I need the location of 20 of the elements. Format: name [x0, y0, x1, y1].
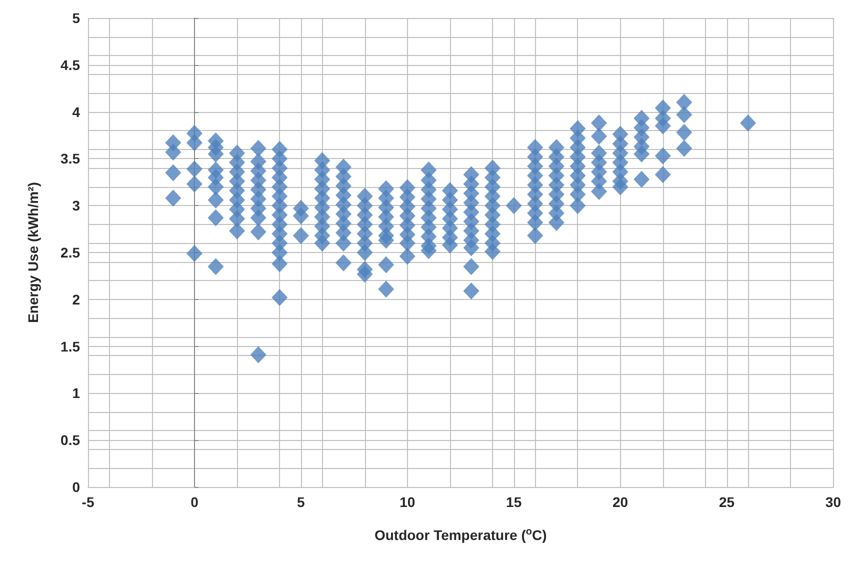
- y-tick-label: 1: [72, 385, 80, 402]
- y-axis-title: Energy Use (kWh/m²): [25, 182, 41, 323]
- x-tick-label: 20: [612, 494, 628, 510]
- y-tick-label: 1.5: [60, 338, 80, 354]
- x-tick-label: 25: [718, 494, 735, 510]
- y-tick-label: 2.5: [60, 244, 80, 260]
- y-tick-label: 4.5: [60, 56, 80, 73]
- x-tick-label: -5: [82, 494, 94, 510]
- y-tick-label: 3.5: [60, 150, 80, 167]
- y-tick-label: 0.5: [60, 432, 80, 448]
- y-tick-label: 4: [72, 104, 80, 120]
- y-tick-label: 2: [72, 291, 80, 308]
- x-tick-label: 10: [400, 494, 416, 510]
- x-tick-label: 30: [825, 494, 842, 510]
- x-tick-label: 0: [190, 494, 199, 510]
- y-tick-label: 5: [72, 10, 80, 26]
- y-tick-label: 0: [72, 479, 80, 495]
- x-tick-label: 5: [297, 494, 306, 510]
- x-tick-label: 15: [506, 494, 522, 510]
- y-tick-label: 3: [72, 198, 80, 214]
